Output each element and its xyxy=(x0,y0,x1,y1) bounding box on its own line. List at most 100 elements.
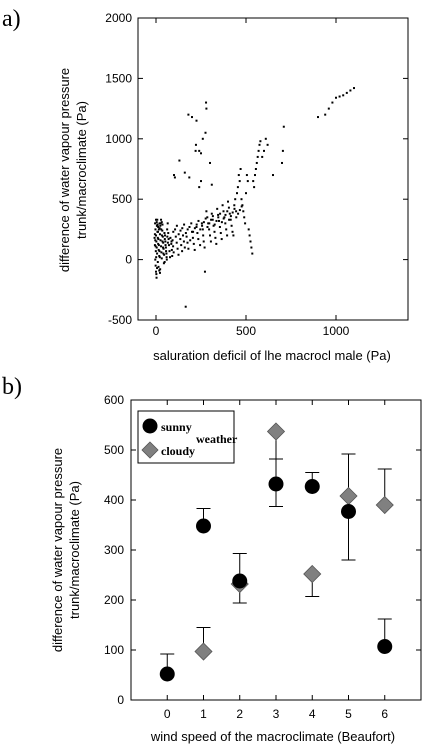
panel-a-scatter: a) -500 0 500 1000 1500 2000 0 500 1000 differe… xyxy=(2,6,409,363)
panel-a-point xyxy=(217,213,220,216)
panel-a-point xyxy=(166,228,169,231)
panel-a-point xyxy=(204,131,207,134)
panel-a-point xyxy=(162,247,165,250)
panel-a-point xyxy=(231,230,234,233)
panel-a-point xyxy=(179,238,182,241)
panel-a-point xyxy=(163,232,166,235)
panel-a-point xyxy=(202,221,205,224)
panel-a-point xyxy=(158,250,161,253)
panel-a-point xyxy=(162,241,165,244)
panel-a-point xyxy=(155,221,158,224)
panel-a-point xyxy=(154,222,157,225)
panel-a-y-axis-title-line2: trunk/macroclimate (Pa) xyxy=(74,101,89,239)
panel-a-point xyxy=(163,238,166,241)
panel-a-point xyxy=(258,143,261,146)
panel-a-point xyxy=(186,228,189,231)
panel-a-point xyxy=(156,267,159,270)
panel-a-point xyxy=(188,176,191,179)
panel-a-point xyxy=(156,218,159,221)
panel-a-point xyxy=(256,155,259,158)
panel-a-point xyxy=(338,95,341,98)
panel-a-point xyxy=(183,246,186,249)
panel-a-point xyxy=(238,180,241,183)
panel-a-point xyxy=(327,107,330,110)
panel-a-point xyxy=(154,228,157,231)
panel-a-point xyxy=(231,211,234,214)
panel-a-point xyxy=(184,232,187,235)
cloudy-marker xyxy=(303,564,322,584)
panel-a-y-tick-label: 500 xyxy=(112,192,132,206)
legend-sunny-label: sunny xyxy=(161,420,192,434)
panel-b-x-tick-label: 5 xyxy=(345,707,352,721)
panel-a-x-axis-title: saluration deficil of lhe macrocl male (… xyxy=(153,348,391,363)
panel-a-point xyxy=(177,253,180,256)
sunny-marker xyxy=(304,479,320,494)
panel-a-point xyxy=(154,264,157,267)
panel-a-point xyxy=(161,240,164,243)
panel-a-point xyxy=(172,245,175,248)
panel-a-point xyxy=(191,116,193,119)
panel-a-point xyxy=(211,215,214,218)
panel-a-point xyxy=(342,94,345,97)
panel-a-point xyxy=(205,210,208,213)
panel-b-x-tick-label: 1 xyxy=(200,707,207,721)
panel-a-point xyxy=(227,200,229,203)
panel-a-point xyxy=(254,168,257,170)
panel-a-point xyxy=(206,225,209,228)
panel-a-point xyxy=(157,265,160,268)
panel-a-point xyxy=(165,250,168,253)
panel-b-legend: sunny cloudy weather xyxy=(137,410,238,464)
panel-a-point xyxy=(160,228,163,231)
sunny-marker xyxy=(341,504,356,519)
panel-a-point xyxy=(158,222,161,225)
panel-a-point xyxy=(164,244,167,247)
panel-a-point xyxy=(194,143,197,146)
panel-a-point xyxy=(232,234,235,237)
panel-a-point xyxy=(235,210,238,213)
panel-a-point xyxy=(196,232,199,235)
panel-a-point xyxy=(160,245,163,248)
panel-a-point xyxy=(206,216,209,219)
panel-a-point xyxy=(214,236,217,239)
panel-a-point xyxy=(167,232,170,235)
panel-a-point xyxy=(208,228,211,231)
panel-a-point xyxy=(224,222,227,225)
sunny-marker xyxy=(232,573,248,589)
panel-a-point xyxy=(175,224,178,227)
panel-a-point xyxy=(156,261,159,264)
panel-a-point xyxy=(229,215,232,218)
panel-a-point xyxy=(253,186,256,189)
panel-a-point xyxy=(215,242,218,245)
panel-a-point xyxy=(155,273,158,276)
panel-a-point xyxy=(160,218,163,221)
panel-a-points xyxy=(153,87,355,308)
panel-a-point xyxy=(187,113,190,116)
panel-a-point xyxy=(186,241,189,244)
panel-a-point xyxy=(213,223,216,226)
panel-a-point xyxy=(163,253,166,256)
panel-b-x-tick-label: 6 xyxy=(381,707,388,721)
panel-a-point xyxy=(155,256,158,259)
panel-a-point xyxy=(229,218,232,221)
panel-a-x-tick-label: 0 xyxy=(153,324,160,338)
panel-a-point xyxy=(215,219,218,222)
panel-a-point xyxy=(159,268,162,271)
panel-a-y-axis: -500 0 500 1000 1500 2000 xyxy=(105,11,408,327)
panel-a-point xyxy=(157,225,160,228)
panel-a-point xyxy=(202,240,205,243)
panel-a-point xyxy=(209,240,212,243)
panel-a-point xyxy=(201,228,204,231)
panel-a-point xyxy=(217,216,220,219)
legend-cloudy-label: cloudy xyxy=(161,444,195,458)
panel-a-point xyxy=(241,204,244,207)
panel-a-point xyxy=(263,149,265,152)
panel-a-point xyxy=(154,250,157,253)
panel-a-point xyxy=(226,234,229,237)
panel-a-point xyxy=(161,229,164,232)
panel-a-point xyxy=(163,261,166,264)
panel-a-x-axis: 0 500 1000 xyxy=(153,18,350,338)
panel-a-point xyxy=(203,246,206,249)
panel-a-point xyxy=(155,270,157,273)
panel-a-point xyxy=(228,218,231,221)
panel-a-point xyxy=(219,232,222,235)
